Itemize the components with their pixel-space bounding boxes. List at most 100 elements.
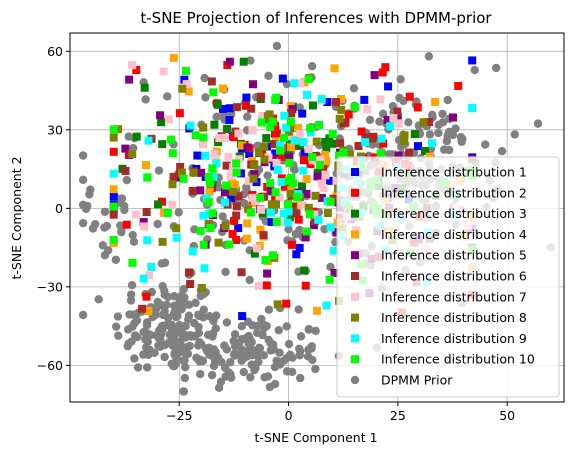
inference-point — [269, 251, 277, 259]
inference-point — [182, 67, 190, 75]
inference-point — [209, 209, 217, 217]
inference-point — [110, 134, 118, 142]
prior-point — [101, 208, 109, 216]
inference-point — [278, 178, 286, 186]
inference-point — [298, 110, 306, 118]
inference-point — [313, 172, 321, 180]
prior-point — [117, 228, 125, 236]
inference-point — [169, 149, 177, 157]
prior-point — [114, 312, 122, 320]
inference-point — [272, 200, 280, 208]
legend-label: Inference distribution 10 — [381, 352, 535, 367]
inference-point — [205, 173, 213, 181]
inference-point — [224, 153, 232, 161]
inference-point — [266, 123, 274, 131]
prior-point — [100, 223, 108, 231]
inference-point — [128, 61, 136, 69]
inference-point — [290, 79, 298, 87]
inference-point — [257, 206, 265, 214]
prior-point — [231, 342, 239, 350]
inference-point — [260, 231, 268, 239]
prior-point — [223, 318, 231, 326]
prior-point — [404, 118, 412, 126]
inference-point — [285, 207, 293, 215]
y-tick-label: 0 — [55, 201, 63, 216]
inference-point — [302, 282, 310, 290]
prior-point — [498, 147, 506, 155]
prior-point — [120, 202, 128, 210]
inference-point — [122, 167, 130, 175]
prior-point — [177, 305, 185, 313]
inference-point — [253, 244, 261, 252]
inference-point — [315, 121, 323, 129]
inference-point — [172, 224, 180, 232]
inference-point — [208, 77, 216, 85]
prior-point — [366, 116, 374, 124]
inference-point — [311, 192, 319, 200]
inference-point — [141, 84, 149, 92]
inference-point — [330, 247, 338, 255]
prior-point — [203, 347, 211, 355]
prior-point — [273, 42, 281, 50]
inference-point — [233, 202, 241, 210]
legend-marker — [351, 334, 359, 342]
inference-point — [414, 142, 422, 150]
inference-point — [243, 235, 251, 243]
inference-point — [133, 133, 141, 141]
legend-label: Inference distribution 7 — [381, 289, 527, 304]
prior-point — [211, 357, 219, 365]
prior-point — [181, 374, 189, 382]
inference-point — [261, 256, 269, 264]
inference-point — [274, 300, 282, 308]
prior-point — [481, 140, 489, 148]
inference-point — [180, 175, 188, 183]
prior-point — [177, 291, 185, 299]
inference-point — [125, 76, 133, 84]
inference-point — [110, 211, 118, 219]
prior-point — [200, 74, 208, 82]
prior-point — [186, 342, 194, 350]
inference-point — [305, 75, 313, 83]
inference-point — [449, 113, 457, 121]
inference-point — [176, 109, 184, 117]
prior-point — [134, 363, 142, 371]
inference-point — [229, 230, 237, 238]
inference-point — [199, 133, 207, 141]
inference-point — [110, 185, 118, 193]
inference-point — [205, 198, 213, 206]
prior-point — [272, 357, 280, 365]
inference-point — [379, 69, 387, 77]
inference-point — [296, 244, 304, 252]
inference-point — [154, 200, 162, 208]
inference-point — [143, 208, 151, 216]
inference-point — [189, 247, 197, 255]
prior-point — [264, 72, 272, 80]
inference-point — [272, 188, 280, 196]
prior-point — [143, 363, 151, 371]
inference-point — [167, 136, 175, 144]
inference-point — [324, 209, 332, 217]
prior-point — [258, 331, 266, 339]
prior-point — [215, 384, 223, 392]
legend-label: Inference distribution 8 — [381, 310, 527, 325]
prior-point — [112, 322, 120, 330]
prior-point — [425, 52, 433, 60]
prior-point — [296, 374, 304, 382]
inference-point — [197, 227, 205, 235]
prior-point — [375, 117, 383, 125]
inference-point — [140, 275, 148, 283]
inference-point — [170, 54, 178, 62]
prior-point — [220, 341, 228, 349]
inference-point — [233, 169, 241, 177]
prior-point — [195, 338, 203, 346]
prior-point — [434, 129, 442, 137]
inference-point — [158, 140, 166, 148]
inference-point — [170, 173, 178, 181]
prior-point — [185, 312, 193, 320]
inference-point — [121, 145, 129, 153]
inference-point — [291, 137, 299, 145]
inference-point — [351, 103, 359, 111]
inference-point — [198, 284, 206, 292]
inference-point — [419, 118, 427, 126]
